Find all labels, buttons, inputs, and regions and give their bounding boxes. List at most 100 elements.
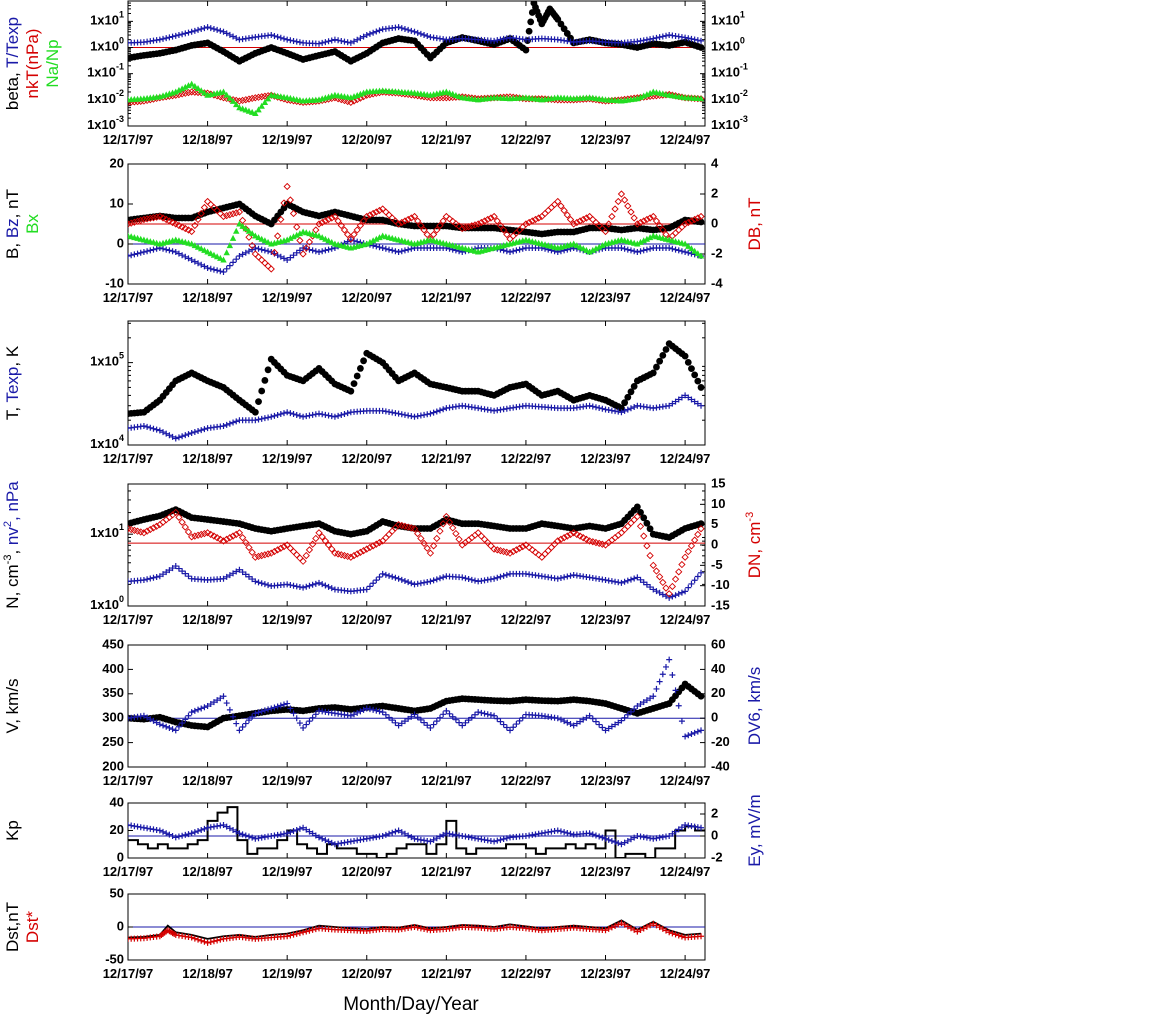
data-point bbox=[182, 831, 189, 838]
data-point bbox=[519, 245, 526, 252]
data-point bbox=[405, 246, 412, 253]
data-point bbox=[163, 569, 170, 576]
data-point bbox=[579, 534, 587, 542]
data-point bbox=[363, 32, 370, 39]
data-point bbox=[614, 197, 622, 206]
data-point bbox=[681, 220, 689, 228]
data-point bbox=[168, 218, 177, 227]
data-point bbox=[290, 582, 297, 589]
data-point bbox=[678, 718, 685, 725]
y-right-axis-label: DN, cm-3 bbox=[744, 512, 764, 578]
data-point bbox=[284, 700, 291, 707]
data-point bbox=[363, 212, 371, 221]
data-point bbox=[347, 387, 355, 395]
data-point bbox=[296, 584, 303, 591]
y-right-tick-label: 1x10-3 bbox=[711, 114, 748, 132]
data-point bbox=[223, 211, 231, 220]
data-point bbox=[560, 206, 568, 215]
data-point bbox=[356, 365, 364, 372]
data-point bbox=[226, 262, 233, 269]
data-point bbox=[213, 534, 221, 542]
x-tick-label: 12/21/97 bbox=[421, 290, 472, 305]
data-point bbox=[369, 237, 377, 244]
data-point bbox=[357, 708, 364, 715]
y-tick-label: 1x104 bbox=[90, 433, 124, 451]
data-point bbox=[681, 352, 689, 360]
data-point bbox=[672, 687, 679, 694]
data-point bbox=[596, 833, 603, 840]
data-point bbox=[698, 933, 705, 940]
data-point bbox=[289, 209, 298, 218]
y-axis-label-3: Na/Np bbox=[43, 39, 62, 87]
data-point bbox=[210, 266, 217, 273]
data-point bbox=[624, 406, 631, 413]
data-point bbox=[236, 727, 243, 734]
data-point bbox=[589, 403, 596, 410]
data-point bbox=[682, 34, 689, 41]
data-point bbox=[694, 400, 701, 407]
data-point bbox=[204, 24, 211, 31]
x-tick-label: 12/21/97 bbox=[421, 132, 472, 147]
y-tick-label: 1x10-3 bbox=[87, 114, 124, 132]
data-point bbox=[236, 220, 243, 227]
data-point bbox=[497, 836, 504, 843]
data-point bbox=[515, 544, 524, 552]
data-point bbox=[319, 835, 326, 842]
data-point bbox=[261, 551, 269, 559]
data-point bbox=[265, 582, 272, 589]
data-point bbox=[273, 546, 282, 554]
data-point bbox=[503, 724, 510, 731]
data-point bbox=[290, 411, 297, 418]
data-point bbox=[185, 255, 192, 262]
y-right-tick-label: 4 bbox=[711, 155, 719, 170]
y-right-tick-label: 1x10-2 bbox=[711, 88, 748, 106]
data-point bbox=[128, 219, 135, 227]
data-point bbox=[312, 926, 319, 933]
data-point bbox=[140, 712, 147, 719]
data-point bbox=[350, 380, 358, 387]
data-point bbox=[491, 712, 498, 719]
y-tick-label: 1x101 bbox=[90, 10, 124, 28]
data-point bbox=[287, 932, 294, 939]
data-point bbox=[331, 36, 338, 43]
data-point bbox=[207, 265, 214, 272]
data-point bbox=[420, 539, 428, 548]
data-point bbox=[172, 508, 180, 517]
data-point bbox=[255, 416, 262, 423]
data-point bbox=[229, 210, 237, 218]
data-point bbox=[586, 712, 593, 719]
data-point bbox=[691, 247, 698, 254]
data-point bbox=[634, 703, 641, 709]
data-point bbox=[573, 720, 580, 727]
data-point bbox=[147, 247, 154, 254]
data-point bbox=[238, 216, 247, 225]
data-point bbox=[223, 91, 230, 98]
data-point bbox=[382, 711, 389, 718]
data-point bbox=[678, 394, 685, 401]
data-point bbox=[653, 922, 660, 929]
y-right-tick-label: 1x100 bbox=[711, 36, 745, 54]
data-point bbox=[353, 226, 361, 234]
data-point bbox=[213, 253, 221, 260]
data-point bbox=[519, 542, 527, 551]
data-point bbox=[411, 924, 418, 930]
data-point bbox=[356, 221, 365, 230]
data-point bbox=[245, 543, 253, 552]
data-point bbox=[223, 265, 230, 272]
y-tick-label: 50 bbox=[110, 885, 124, 900]
data-point bbox=[647, 695, 654, 702]
data-point bbox=[254, 552, 263, 561]
data-point bbox=[268, 705, 275, 712]
data-point bbox=[401, 577, 408, 584]
data-point bbox=[697, 692, 705, 700]
data-point bbox=[344, 238, 351, 245]
data-point bbox=[201, 704, 208, 711]
data-point bbox=[637, 701, 644, 708]
data-point bbox=[634, 928, 641, 935]
data-point bbox=[264, 550, 272, 558]
data-point bbox=[655, 573, 664, 581]
data-point bbox=[681, 240, 689, 247]
data-point bbox=[684, 358, 692, 366]
data-point bbox=[691, 536, 699, 544]
data-point bbox=[309, 926, 316, 933]
